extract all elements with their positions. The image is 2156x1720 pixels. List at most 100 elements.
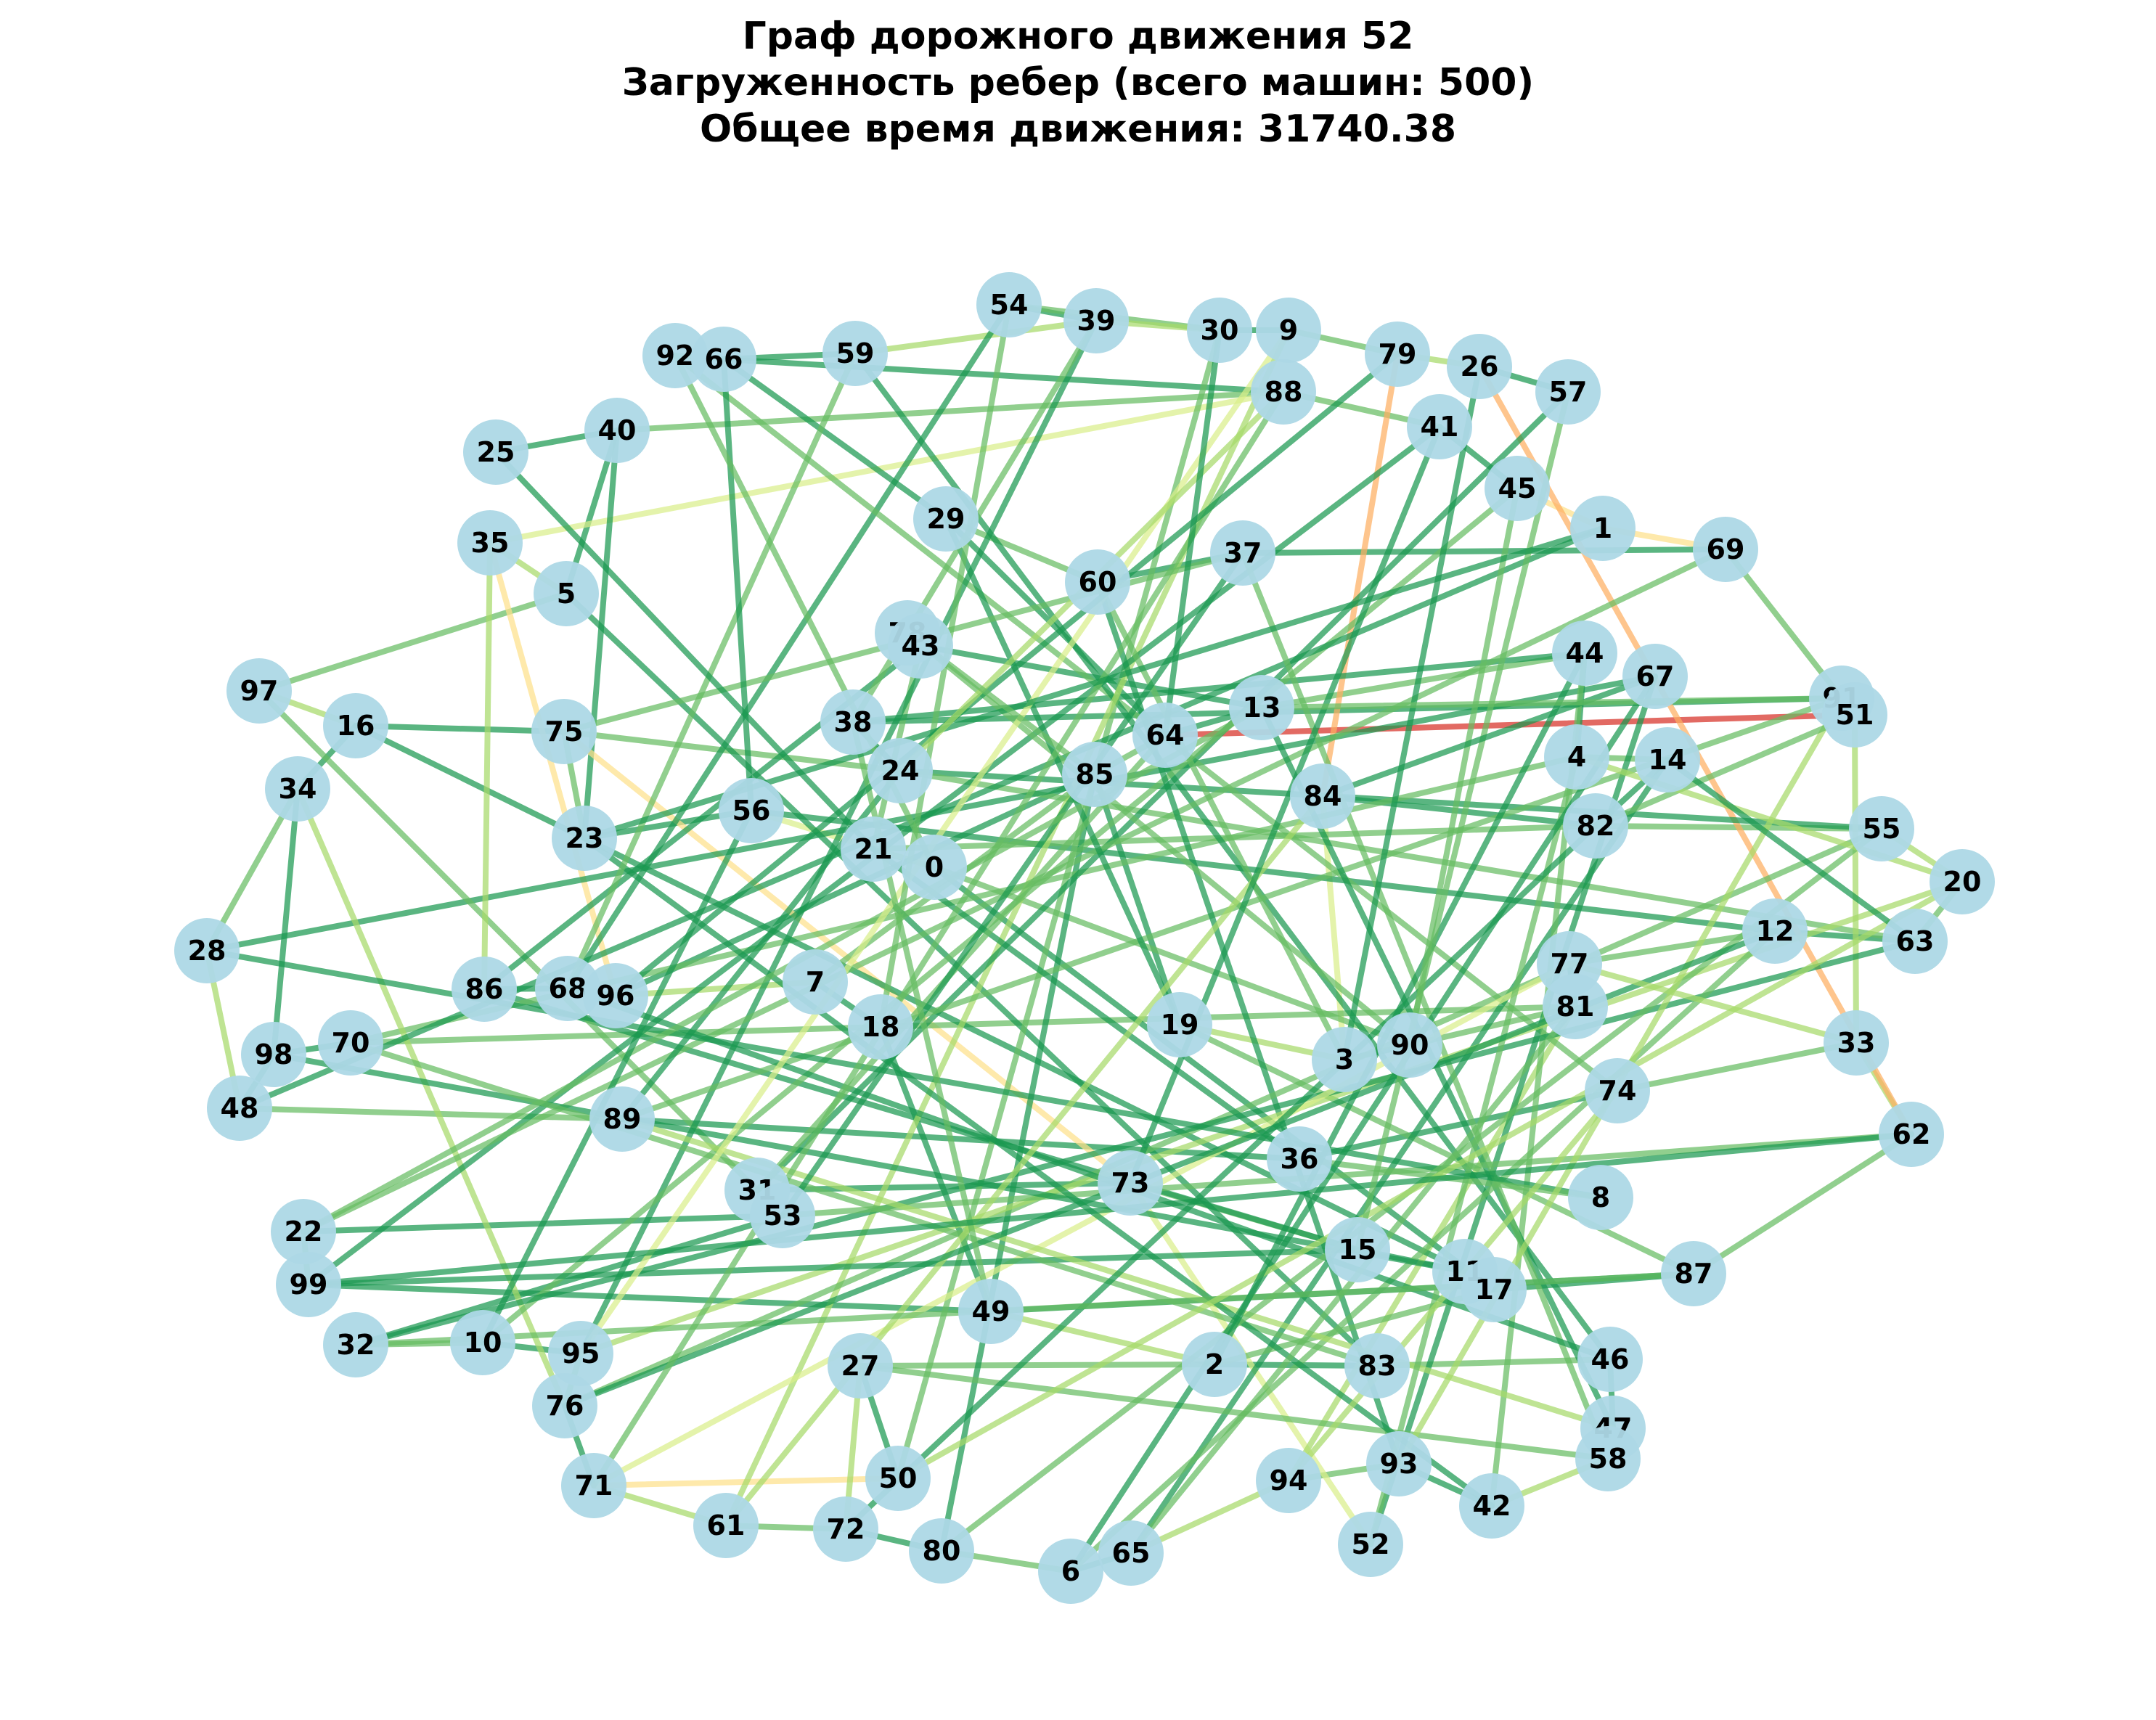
node-label: 8: [1591, 1182, 1610, 1213]
node-circle: [841, 816, 906, 882]
node-label: 5: [557, 578, 576, 610]
node-75: 75: [531, 699, 597, 764]
node-circle: [1147, 992, 1212, 1057]
node-circle: [1098, 1150, 1163, 1216]
node-label: 71: [575, 1470, 613, 1502]
node-circle: [1132, 703, 1198, 768]
node-36: 36: [1267, 1126, 1332, 1192]
edge-15-57: [1355, 389, 1571, 1253]
node-circle: [1575, 1426, 1641, 1491]
node-58: 58: [1575, 1426, 1641, 1491]
edge-0-90: [931, 864, 1413, 1048]
node-30: 30: [1187, 298, 1252, 363]
node-circle: [1063, 288, 1129, 353]
node-label: 34: [279, 773, 317, 805]
node-44: 44: [1552, 621, 1617, 686]
edge-16-75: [353, 723, 567, 734]
node-circle: [693, 1493, 759, 1558]
node-label: 7: [806, 966, 825, 998]
node-label: 24: [881, 755, 920, 787]
node-98: 98: [241, 1022, 306, 1087]
node-circle: [1365, 322, 1430, 387]
node-13: 13: [1229, 675, 1294, 740]
node-label: 80: [923, 1535, 961, 1567]
node-89: 89: [589, 1086, 655, 1152]
node-62: 62: [1879, 1102, 1944, 1167]
node-circle: [1290, 763, 1355, 829]
node-25: 25: [463, 419, 528, 485]
node-59: 59: [822, 321, 888, 386]
node-label: 20: [1943, 866, 1982, 898]
node-63: 63: [1882, 909, 1948, 974]
edge-3-60: [1095, 579, 1347, 1062]
node-3: 3: [1312, 1027, 1377, 1092]
node-76: 76: [532, 1373, 597, 1438]
node-circle: [691, 327, 756, 392]
node-83: 83: [1344, 1333, 1410, 1398]
node-circle: [828, 1333, 893, 1398]
node-8: 8: [1568, 1165, 1633, 1230]
node-label: 21: [854, 833, 893, 865]
node-label: 76: [546, 1390, 584, 1422]
node-circle: [1038, 1539, 1103, 1604]
node-label: 25: [477, 436, 515, 468]
node-label: 84: [1304, 780, 1342, 812]
edge-39-95: [578, 318, 1099, 1356]
node-circle: [323, 693, 388, 758]
node-circle: [867, 738, 933, 803]
node-circle: [1338, 1512, 1403, 1577]
edge-5-97: [256, 591, 569, 694]
node-circle: [1693, 517, 1758, 582]
edge-56-66: [721, 356, 754, 814]
node-19: 19: [1147, 992, 1212, 1057]
node-label: 17: [1475, 1274, 1514, 1306]
node-label: 9: [1279, 314, 1298, 346]
edge-86-35: [481, 540, 493, 992]
edge-27-2: [857, 1361, 1217, 1369]
node-circle: [1585, 1058, 1650, 1123]
node-circle: [226, 658, 292, 724]
node-label: 54: [990, 289, 1029, 321]
node-circle: [1256, 1448, 1321, 1513]
node-circle: [535, 956, 600, 1021]
node-label: 87: [1675, 1258, 1713, 1290]
edge-30-50: [895, 327, 1222, 1481]
node-circle: [913, 486, 979, 552]
node-circle: [323, 1312, 388, 1377]
node-52: 52: [1338, 1512, 1403, 1577]
node-53: 53: [750, 1183, 815, 1248]
node-circle: [1062, 742, 1127, 807]
edge-18-70: [348, 1024, 883, 1046]
edge-98-34: [271, 786, 301, 1057]
node-7: 7: [783, 949, 848, 1015]
node-label: 96: [597, 980, 635, 1012]
node-label: 67: [1636, 660, 1675, 692]
node-2: 2: [1182, 1332, 1247, 1397]
node-circle: [1187, 298, 1252, 363]
node-label: 30: [1201, 314, 1239, 346]
node-87: 87: [1661, 1241, 1726, 1306]
node-65: 65: [1098, 1520, 1164, 1586]
node-circle: [642, 323, 708, 388]
node-circle: [1563, 793, 1628, 859]
title-line-3: Общее время движения: 31740.38: [699, 107, 1457, 151]
node-circle: [848, 994, 913, 1060]
node-4: 4: [1544, 724, 1609, 790]
edge-74-33: [1614, 1040, 1859, 1094]
node-circle: [174, 918, 240, 983]
edge-66-88: [721, 356, 1286, 395]
node-51: 51: [1822, 682, 1887, 748]
node-label: 14: [1649, 744, 1687, 776]
node-69: 69: [1693, 517, 1758, 582]
node-60: 60: [1065, 549, 1130, 615]
node-circle: [719, 778, 784, 843]
node-label: 36: [1281, 1143, 1319, 1175]
node-label: 50: [879, 1462, 918, 1494]
node-29: 29: [913, 486, 979, 552]
node-circle: [1461, 1257, 1527, 1322]
node-label: 13: [1243, 692, 1281, 724]
chart-title: Граф дорожного движения 52 Загруженность…: [0, 13, 2156, 152]
node-label: 6: [1061, 1555, 1080, 1587]
edge-42-23: [581, 835, 1495, 1509]
node-label: 94: [1270, 1465, 1308, 1496]
